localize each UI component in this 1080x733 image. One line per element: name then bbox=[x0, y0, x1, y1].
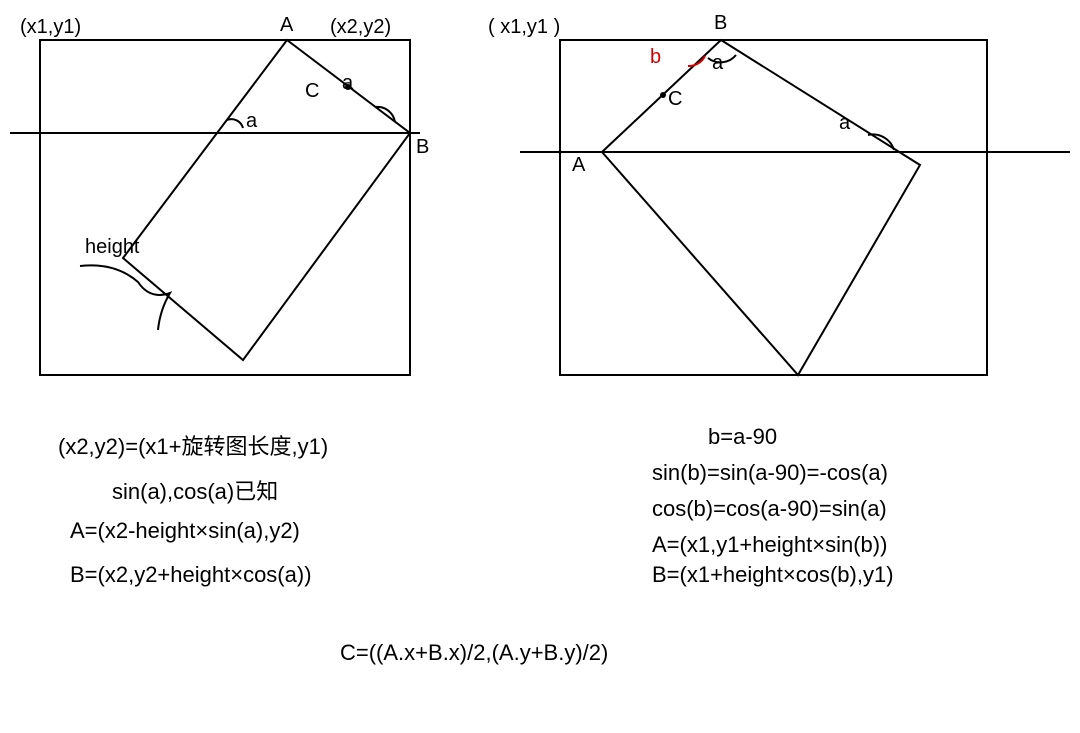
right-eq5: B=(x1+height×cos(b),y1) bbox=[652, 562, 894, 588]
left-diagram bbox=[10, 40, 420, 375]
left-eq2: sin(a),cos(a)已知 bbox=[112, 474, 278, 506]
right-label-A: A bbox=[572, 154, 585, 177]
left-eq1: (x2,y2)=(x1+旋转图长度,y1) bbox=[58, 429, 328, 461]
right-label-B: B bbox=[714, 12, 727, 35]
right-eq1: b=a-90 bbox=[708, 424, 777, 450]
left-eq3: A=(x2-height×sin(a),y2) bbox=[70, 518, 300, 544]
left-label-B: B bbox=[416, 136, 429, 159]
right-corner-tl: ( x1,y1 ) bbox=[488, 16, 560, 39]
right-eq2: sin(b)=sin(a-90)=-cos(a) bbox=[652, 460, 888, 486]
left-label-C: C bbox=[305, 80, 319, 103]
left-eq4: B=(x2,y2+height×cos(a)) bbox=[70, 562, 312, 588]
left-angle-a-mid: a bbox=[246, 110, 257, 133]
right-diagram bbox=[520, 40, 1070, 375]
right-label-C: C bbox=[668, 88, 682, 111]
left-corner-tr: (x2,y2) bbox=[330, 16, 391, 39]
left-label-height: height bbox=[85, 236, 140, 259]
right-eq4: A=(x1,y1+height×sin(b)) bbox=[652, 532, 887, 558]
right-eq3: cos(b)=cos(a-90)=sin(a) bbox=[652, 496, 887, 522]
left-label-a-top: a bbox=[342, 72, 353, 95]
right-label-a-underB: a bbox=[712, 52, 723, 75]
diagram-svg bbox=[0, 0, 1080, 733]
right-label-a-right: a bbox=[839, 112, 850, 135]
left-label-A: A bbox=[280, 14, 293, 37]
bottom-eq: C=((A.x+B.x)/2,(A.y+B.y)/2) bbox=[340, 640, 608, 666]
left-corner-tl: (x1,y1) bbox=[20, 16, 81, 39]
right-label-b: b bbox=[650, 46, 661, 69]
